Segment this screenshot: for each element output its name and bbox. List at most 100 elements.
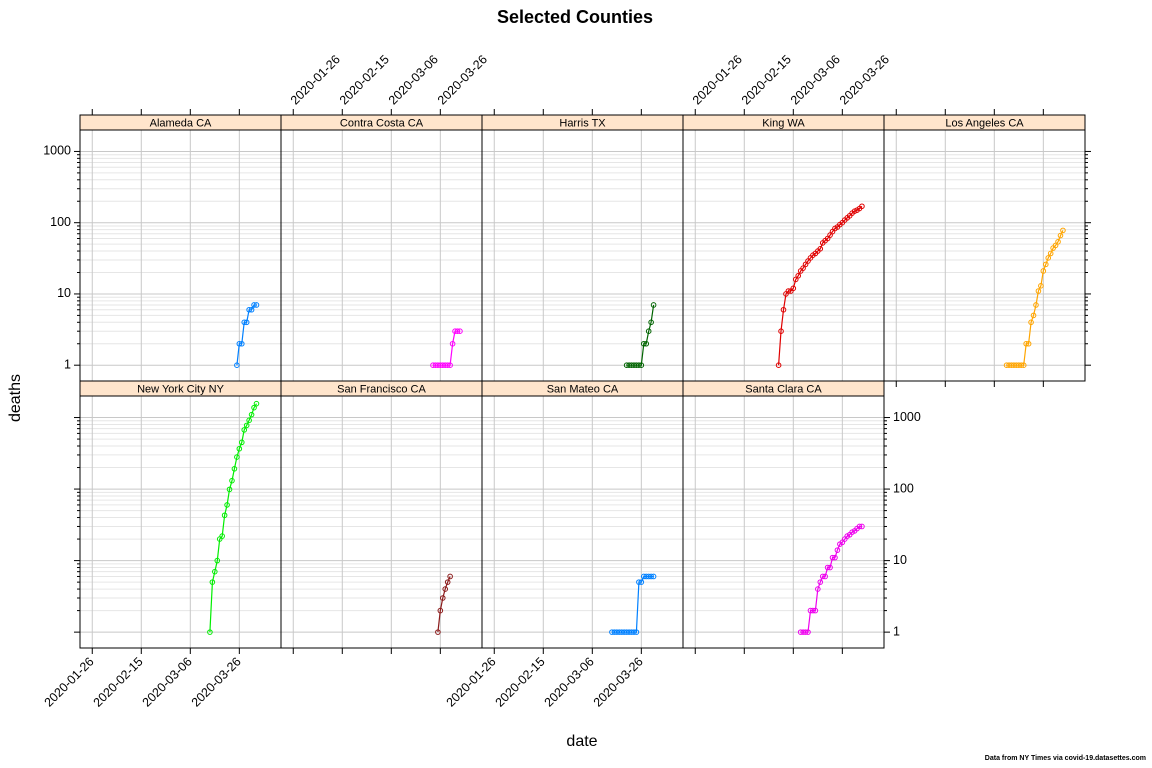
data-point	[1047, 250, 1054, 257]
y-tick-label: 100	[50, 215, 71, 229]
data-point	[636, 362, 642, 368]
data-credit: Data from NY Times via covid-19.datasett…	[985, 755, 1146, 762]
panel-san-francisco-ca: San Francisco CA	[280, 380, 483, 649]
panel-harris-tx: Harris TX	[481, 114, 684, 382]
series-line	[611, 575, 654, 633]
y-tick-label: 10	[57, 286, 71, 300]
x-tick-label: 2020-01-26	[444, 655, 499, 710]
data-point	[859, 203, 865, 210]
data-point	[812, 607, 819, 614]
data-point	[1038, 283, 1044, 289]
data-point	[236, 445, 243, 452]
data-point	[650, 573, 657, 580]
data-point	[207, 629, 213, 635]
data-point	[253, 400, 260, 407]
x-tick-label: 2020-02-15	[337, 52, 392, 107]
data-point	[447, 573, 453, 580]
x-tick-label: 2020-03-06	[140, 655, 195, 710]
y-tick-label: 1	[64, 357, 71, 371]
data-point	[775, 362, 782, 368]
data-point	[234, 454, 240, 460]
data-point	[829, 554, 836, 561]
strip-background	[883, 114, 1086, 131]
data-point	[1045, 255, 1052, 261]
data-point	[226, 486, 233, 493]
strip-label: Santa Clara CA	[745, 384, 822, 396]
strip-label: San Francisco CA	[337, 384, 426, 396]
y-tick-label: 1000	[43, 144, 71, 158]
data-point	[648, 573, 654, 580]
data-point	[214, 557, 221, 564]
data-point	[817, 246, 824, 252]
data-point	[238, 340, 245, 347]
y-tick-label: 1	[893, 624, 900, 638]
data-point	[221, 512, 228, 519]
x-tick-label: 2020-01-26	[690, 52, 745, 107]
data-point	[246, 306, 252, 313]
data-point	[1042, 261, 1049, 268]
x-tick-label: 2020-03-26	[189, 655, 244, 710]
data-point	[780, 306, 787, 313]
data-point	[231, 466, 238, 472]
strip-background	[682, 380, 885, 397]
data-point	[457, 328, 463, 334]
data-point	[243, 422, 250, 429]
panel-los-angeles-ca: Los Angeles CA	[883, 114, 1086, 382]
data-point	[234, 362, 240, 368]
data-point	[251, 302, 257, 308]
data-point	[827, 564, 833, 571]
data-point	[437, 607, 444, 614]
data-point	[444, 362, 451, 368]
data-point	[638, 362, 645, 368]
series-line	[209, 403, 258, 633]
x-tick-label: 2020-02-15	[91, 655, 146, 710]
series-line	[626, 304, 655, 366]
data-point	[810, 607, 816, 614]
x-tick-label: 2020-03-26	[837, 52, 892, 107]
data-point	[638, 579, 645, 585]
strip-label: San Mateo CA	[547, 384, 619, 396]
y-axis-label: deaths	[7, 374, 24, 422]
x-tick-label: 2020-02-15	[739, 52, 794, 107]
data-point	[643, 340, 650, 347]
data-point	[648, 319, 654, 326]
data-point	[856, 523, 863, 530]
series-line	[236, 304, 257, 366]
data-point	[1025, 340, 1032, 347]
strip-label: Contra Costa CA	[340, 118, 424, 130]
data-point	[1033, 302, 1039, 308]
strip-label: Alameda CA	[150, 118, 212, 130]
data-point	[819, 573, 826, 580]
data-point	[1040, 268, 1047, 274]
y-tick-label: 1000	[893, 410, 921, 424]
strip-label: Harris TX	[559, 118, 606, 130]
data-point	[1057, 232, 1064, 239]
x-tick-label: 2020-03-06	[788, 52, 843, 107]
panel-group: Alameda CA Contra Costa CA Harris TX King W…	[42, 52, 1091, 710]
data-point	[1030, 312, 1037, 319]
data-point	[822, 573, 828, 580]
data-point	[1035, 288, 1042, 294]
data-point	[650, 302, 657, 308]
panel-alameda-ca: Alameda CA	[79, 114, 282, 382]
data-point	[1028, 319, 1034, 326]
data-point	[800, 265, 806, 271]
x-tick-label: 2020-03-26	[591, 655, 646, 710]
data-point	[454, 328, 461, 334]
y-tick-label: 100	[893, 481, 914, 495]
chart-title: Selected Counties	[497, 7, 653, 27]
y-tick-label: 10	[893, 553, 907, 567]
series-line	[437, 576, 451, 633]
data-point	[439, 595, 446, 601]
data-point	[212, 568, 218, 575]
data-point	[795, 272, 802, 279]
data-point	[447, 362, 453, 368]
data-point	[802, 629, 809, 635]
series-line	[778, 205, 863, 366]
data-point	[636, 579, 642, 585]
panel-san-mateo-ca: San Mateo CA	[481, 380, 684, 649]
data-point	[241, 319, 248, 326]
x-tick-label: 2020-01-26	[288, 52, 343, 107]
data-point	[824, 564, 831, 571]
